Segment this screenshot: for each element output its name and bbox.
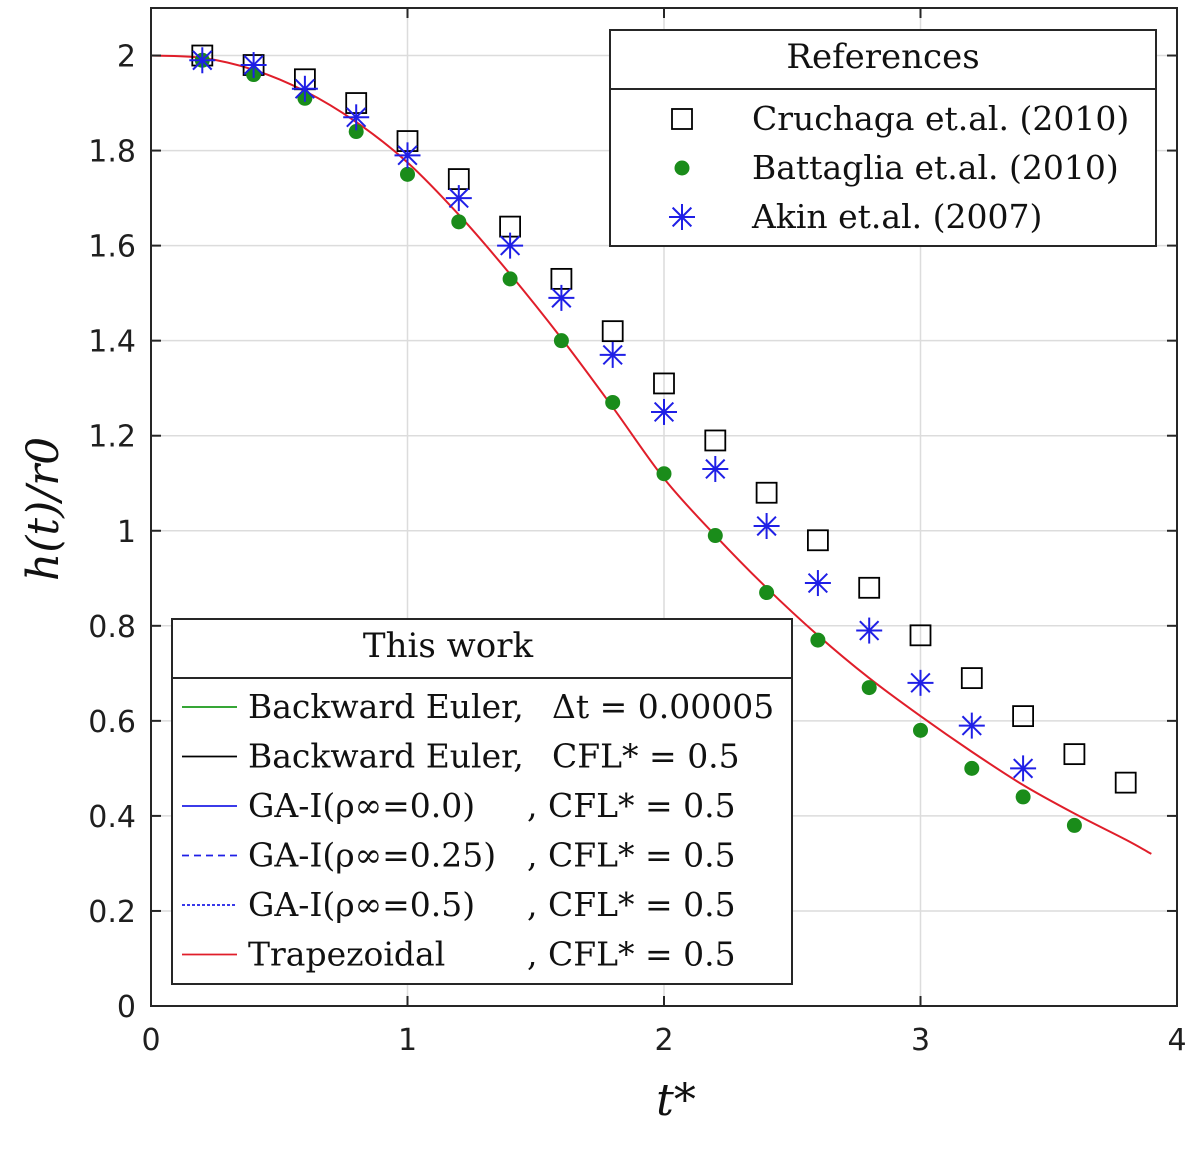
legend-work-method: Trapezoidal — [248, 935, 445, 974]
marker-asterisk — [804, 570, 831, 597]
legend-work-param: , CFL* = 0.5 — [527, 786, 736, 825]
y-tick-label: 0 — [117, 990, 136, 1025]
marker-asterisk — [548, 284, 575, 311]
marker-square — [909, 624, 932, 647]
marker-dot — [605, 394, 621, 410]
marker-dot — [707, 528, 723, 544]
marker-square — [755, 481, 778, 504]
marker-dot — [553, 333, 569, 349]
marker-asterisk — [240, 52, 267, 79]
marker-asterisk — [856, 617, 883, 644]
marker-square — [1063, 743, 1086, 766]
y-tick-label: 1.4 — [88, 325, 136, 360]
y-axis-label: h(t)/r0 — [18, 437, 69, 581]
marker-dot — [810, 632, 826, 648]
legend-ref-marker-asterisk — [669, 204, 695, 230]
marker-dot — [913, 722, 928, 738]
marker-dot — [502, 271, 518, 287]
x-axis-label: t* — [656, 1075, 696, 1126]
legend-references: References Cruchaga et.al. (2010) Battagl… — [609, 29, 1157, 247]
legend-work-method: GA-I(ρ∞=0.0) — [248, 786, 475, 825]
series-line-trapezoidal — [150, 54, 1152, 855]
marker-asterisk — [497, 232, 524, 259]
legend-ref-marker-square — [671, 108, 693, 130]
legend-this-work-box — [171, 618, 793, 985]
marker-asterisk — [291, 75, 318, 102]
legend-ref-label: Cruchaga et.al. (2010) — [752, 99, 1129, 138]
marker-asterisk — [907, 669, 934, 696]
y-tick-label: 0.4 — [88, 800, 136, 835]
marker-dot — [1015, 789, 1031, 805]
marker-dot — [964, 760, 980, 776]
legend-references-box — [609, 29, 1157, 247]
axis-ticks: 0 1 2 3 4 0 0.2 0.4 0.6 0.8 1 1.2 1.4 1.6 1.8 2 — [88, 8, 1187, 1058]
x-tick-label: 1 — [398, 1023, 417, 1058]
y-tick-label: 1 — [117, 515, 136, 550]
marker-asterisk — [1010, 755, 1037, 782]
marker-asterisk — [445, 185, 472, 212]
legend-ref-label: Akin et.al. (2007) — [751, 197, 1042, 236]
x-tick-label: 2 — [654, 1023, 673, 1058]
y-tick-label: 0.6 — [88, 705, 136, 740]
curve-layer — [150, 54, 1152, 855]
marker-asterisk — [958, 712, 985, 739]
marker-asterisk — [394, 142, 421, 169]
marker-square — [960, 667, 983, 689]
marker-dot — [451, 214, 467, 230]
y-tick-label: 2 — [117, 40, 136, 75]
legend-work-method: GA-I(ρ∞=0.5) — [248, 885, 475, 924]
marker-asterisk — [343, 104, 370, 131]
marker-dot — [400, 166, 415, 182]
marker-square — [1012, 705, 1034, 728]
marker-square — [1114, 771, 1137, 794]
legend-ref-marker-dot — [674, 160, 690, 176]
marker-dot — [656, 466, 672, 482]
legend-references-title: References — [786, 37, 979, 77]
marker-asterisk — [189, 47, 216, 74]
legend-work-param: Δt = 0.00005 — [552, 687, 774, 726]
marker-square — [653, 372, 675, 395]
marker-square — [704, 429, 727, 452]
legend-work-param: , CFL* = 0.5 — [527, 885, 736, 924]
y-tick-label: 1.6 — [88, 230, 136, 265]
x-tick-label: 0 — [141, 1023, 160, 1058]
legend-work-param: , CFL* = 0.5 — [527, 935, 736, 974]
legend-work-method: Backward Euler, — [248, 687, 524, 726]
legend-work-method: GA-I(ρ∞=0.25) — [248, 836, 496, 875]
marker-dot — [861, 680, 877, 696]
legend-work-method: Backward Euler, — [248, 737, 524, 776]
marker-dot — [759, 585, 775, 601]
x-tick-label: 4 — [1167, 1023, 1186, 1058]
legend-ref-label: Battaglia et.al. (2010) — [752, 148, 1119, 187]
y-tick-label: 1.8 — [88, 135, 136, 170]
y-tick-label: 0.2 — [88, 895, 136, 930]
marker-asterisk — [651, 398, 677, 425]
marker-square — [807, 529, 829, 552]
marker-square — [858, 576, 881, 599]
marker-layer — [189, 44, 1137, 833]
legend-this-work: This work Backward Euler, Δt = 0.00005 Bac… — [171, 618, 793, 985]
marker-dot — [348, 124, 364, 140]
y-tick-label: 0.8 — [88, 610, 136, 645]
marker-asterisk — [753, 513, 780, 540]
marker-dot — [1066, 817, 1082, 833]
legend-work-param: , CFL* = 0.5 — [527, 836, 736, 875]
x-tick-label: 3 — [911, 1023, 930, 1058]
legend-work-param: CFL* = 0.5 — [552, 737, 740, 776]
marker-square — [601, 320, 624, 343]
y-tick-label: 1.2 — [88, 420, 136, 455]
marker-asterisk — [599, 341, 626, 368]
marker-asterisk — [702, 455, 729, 482]
legend-this-work-title: This work — [363, 626, 534, 666]
